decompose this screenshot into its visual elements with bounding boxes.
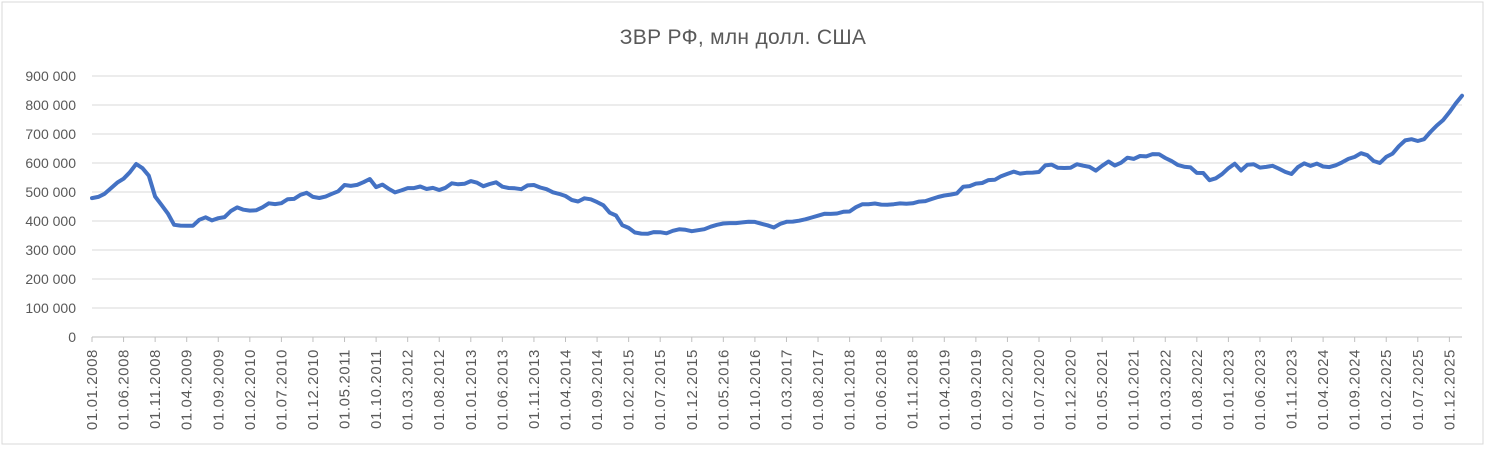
x-tick-label: 01.08.2012 [431, 349, 448, 430]
y-tick-label: 300 000 [25, 242, 76, 258]
x-tick-label: 01.10.2021 [1126, 349, 1143, 430]
y-axis-labels: 900 000 800 000 700 000 600 000 500 000 400 0… [25, 68, 76, 345]
x-tick-label: 01.01.2018 [842, 349, 859, 430]
x-tick-label: 01.09.2014 [589, 349, 606, 430]
x-tick-label: 01.12.2015 [684, 349, 701, 430]
x-tick-label: 01.11.2013 [526, 349, 543, 429]
x-tick-label: 01.11.2008 [147, 349, 164, 429]
y-tick-label: 100 000 [25, 300, 76, 316]
x-tick-label: 01.12.2020 [1063, 349, 1080, 430]
chart-title: ЗВР РФ, млн долл. США [620, 26, 866, 49]
x-tick-label: 01.03.2017 [778, 349, 795, 430]
x-tick-label: 01.06.2018 [873, 349, 890, 430]
x-tick-label: 01.09.2019 [968, 349, 985, 430]
x-tick-label: 01.04.2009 [179, 349, 196, 430]
y-tick-label: 400 000 [25, 213, 76, 229]
x-tick-label: 01.04.2024 [1315, 349, 1332, 430]
x-tick-label: 01.01.2013 [463, 349, 480, 430]
x-tick-label: 01.03.2022 [1157, 349, 1174, 430]
x-tick-label: 01.12.2010 [305, 349, 322, 430]
x-tick-label: 01.07.2025 [1410, 349, 1427, 430]
x-tick-label: 01.05.2016 [715, 349, 732, 430]
x-tick-label: 01.02.2015 [621, 349, 638, 430]
x-tick-label: 01.08.2017 [810, 349, 827, 430]
x-tick-label: 01.02.2020 [999, 349, 1016, 430]
x-tick-label: 01.05.2011 [337, 349, 354, 429]
y-tick-label: 0 [68, 329, 76, 345]
y-tick-label: 200 000 [25, 271, 76, 287]
x-tick-label: 01.06.2008 [116, 349, 133, 430]
x-tick-label: 01.10.2011 [368, 349, 385, 429]
x-axis-labels: 01.01.2008 01.06.2008 01.11.2008 01.04.2009… [84, 349, 1458, 430]
x-tick-label: 01.02.2010 [242, 349, 259, 430]
x-tick-label: 01.03.2012 [400, 349, 417, 430]
x-tick-label: 01.09.2009 [210, 349, 227, 430]
x-tick-label: 01.01.2008 [84, 349, 101, 430]
x-tick-label: 01.04.2019 [936, 349, 953, 430]
x-tick-label: 01.11.2023 [1284, 349, 1301, 429]
x-tick-label: 01.07.2020 [1031, 349, 1048, 430]
y-tick-label: 600 000 [25, 155, 76, 171]
x-tick-label: 01.05.2021 [1094, 349, 1111, 430]
series-line [90, 93, 1464, 236]
x-tick-label: 01.02.2025 [1378, 349, 1395, 430]
x-tick-label: 01.07.2010 [273, 349, 290, 430]
x-tick-label: 01.12.2025 [1441, 349, 1458, 430]
x-axis [91, 336, 1462, 342]
x-tick-label: 01.11.2018 [905, 349, 922, 429]
x-tick-label: 01.07.2015 [652, 349, 669, 430]
y-tick-label: 500 000 [25, 184, 76, 200]
x-tick-label: 01.04.2014 [558, 349, 575, 430]
x-tick-label: 01.06.2023 [1252, 349, 1269, 430]
x-tick-label: 01.01.2023 [1220, 349, 1237, 430]
x-tick-label: 01.08.2022 [1189, 349, 1206, 430]
gridlines [92, 75, 1462, 309]
x-tick-label: 01.06.2013 [494, 349, 511, 430]
x-tick-label: 01.10.2016 [747, 349, 764, 430]
y-tick-label: 800 000 [25, 97, 76, 113]
y-tick-label: 700 000 [25, 126, 76, 142]
x-tick-label: 01.09.2024 [1347, 349, 1364, 430]
y-tick-label: 900 000 [25, 68, 76, 84]
